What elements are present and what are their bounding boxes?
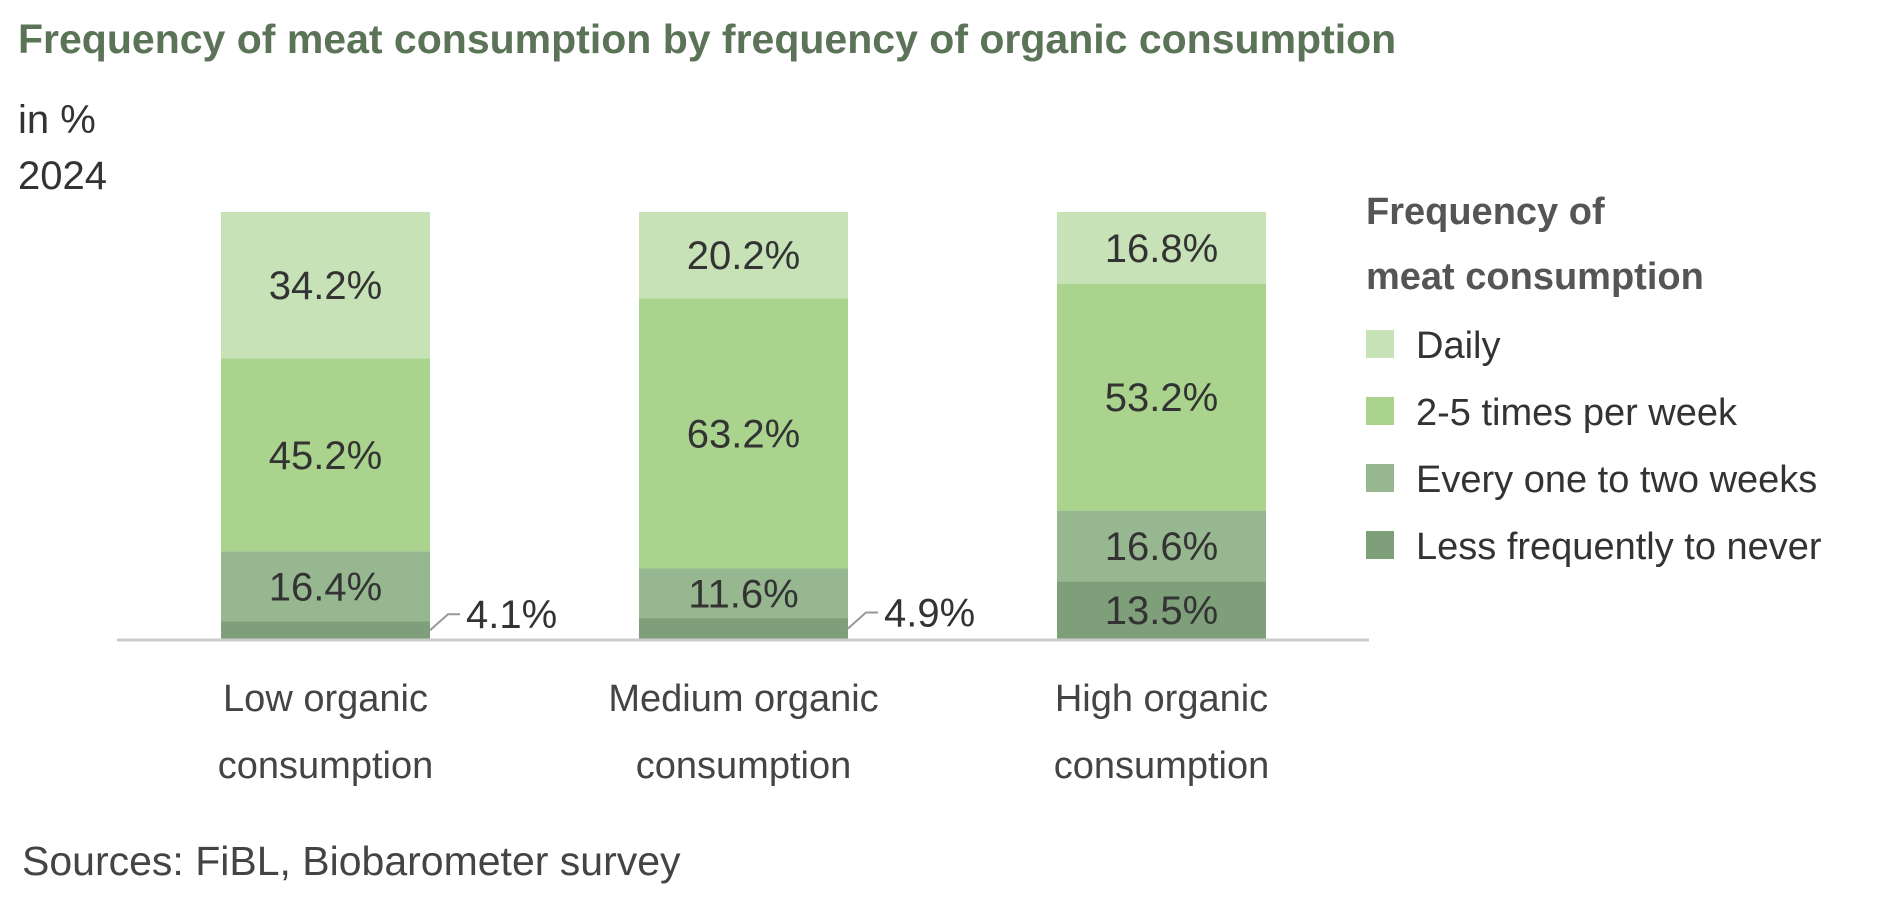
legend-label: Less frequently to never (1416, 526, 1822, 568)
legend-label: 2-5 times per week (1416, 392, 1738, 434)
category-label: Medium organic (608, 678, 878, 720)
data-label: 16.6% (1105, 525, 1218, 569)
bar-segment (1057, 510, 1266, 582)
bar-segment (1057, 283, 1266, 511)
legend-swatch (1366, 531, 1394, 559)
legend-label: Every one to two weeks (1416, 459, 1817, 501)
bar-segment (1057, 212, 1266, 284)
bar-segment (221, 358, 430, 552)
chart-title: Frequency of meat consumption by frequen… (18, 16, 1397, 62)
leader-line (429, 613, 460, 631)
unit-label: in % (18, 98, 96, 142)
legend-swatch (1366, 464, 1394, 492)
bar-segment (639, 618, 848, 639)
data-label: 11.6% (688, 572, 798, 616)
legend-swatch (1366, 397, 1394, 425)
bar-segment (1057, 581, 1266, 639)
data-label: 16.8% (1105, 227, 1218, 271)
bar-segment (639, 568, 848, 619)
bar-segment (221, 551, 430, 622)
bar-segment (639, 212, 848, 299)
category-label: consumption (1054, 745, 1269, 787)
data-label: 4.1% (466, 593, 557, 637)
category-label: consumption (636, 745, 851, 787)
legend-swatch (1366, 330, 1394, 358)
bar-segment (221, 212, 430, 359)
data-label: 13.5% (1105, 589, 1218, 633)
data-label: 45.2% (269, 434, 382, 478)
data-label: 53.2% (1105, 376, 1218, 420)
data-label: 63.2% (687, 412, 800, 456)
category-label: consumption (218, 745, 433, 787)
year-label: 2024 (18, 154, 107, 198)
legend-title: meat consumption (1366, 256, 1704, 298)
data-label: 34.2% (269, 264, 382, 308)
data-label: 20.2% (687, 234, 800, 278)
data-label: 16.4% (269, 565, 382, 609)
legend-label: Daily (1416, 325, 1500, 367)
legend-title: Frequency of (1366, 191, 1605, 233)
data-label: 4.9% (884, 592, 975, 636)
chart-subtitle: in % 2024 (18, 92, 107, 204)
leader-line (847, 611, 878, 630)
category-label: Low organic (223, 678, 428, 720)
source-note: Sources: FiBL, Biobarometer survey (22, 838, 681, 884)
bar-segment (221, 621, 430, 639)
bar-segment (639, 298, 848, 569)
category-label: High organic (1055, 678, 1268, 720)
